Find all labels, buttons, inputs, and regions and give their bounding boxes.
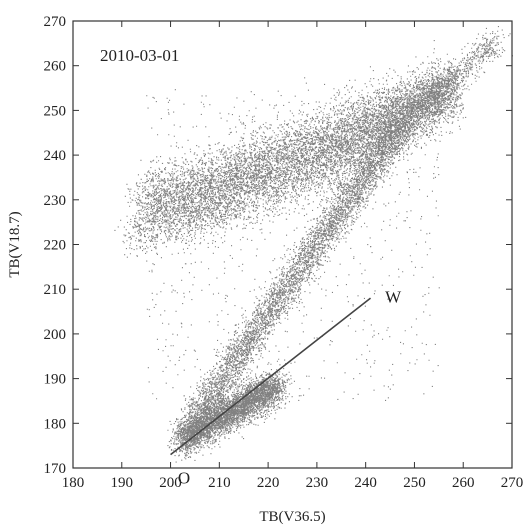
x-tick-label: 230 (306, 475, 329, 491)
y-tick-label: 230 (44, 193, 67, 209)
x-tick-label: 260 (452, 475, 475, 491)
y-tick-label: 260 (44, 59, 67, 75)
x-tick-label: 180 (62, 475, 85, 491)
reference-line (170, 297, 372, 456)
axes: 180 190 200 210 220 230 240 250 260 2701701801902… (44, 14, 524, 491)
y-tick-label: 270 (44, 14, 67, 30)
annotation-label-w: W (385, 288, 402, 307)
x-tick-label: 210 (208, 475, 231, 491)
annotation-date: 2010-03-01 (100, 46, 179, 65)
y-tick-label: 250 (44, 103, 67, 119)
y-tick-label: 180 (44, 416, 67, 432)
x-tick-label: 250 (403, 475, 426, 491)
x-tick-label: 240 (354, 475, 377, 491)
y-axis-label: TB(V18.7) (7, 211, 23, 277)
y-tick-label: 190 (44, 372, 67, 388)
annotation-label-o: O (178, 469, 190, 488)
x-axis-label: TB(V36.5) (259, 509, 325, 525)
x-tick-label: 190 (111, 475, 134, 491)
y-tick-label: 210 (44, 282, 67, 298)
y-tick-label: 200 (44, 327, 67, 343)
y-tick-label: 170 (44, 461, 67, 477)
x-tick-label: 220 (257, 475, 280, 491)
x-tick-label: 200 (159, 475, 182, 491)
y-tick-label: 220 (44, 238, 67, 254)
x-tick-label: 270 (501, 475, 524, 491)
y-tick-label: 240 (44, 148, 67, 164)
annotations: 2010-03-01 W O (100, 46, 402, 488)
reference-line-group (170, 297, 372, 456)
